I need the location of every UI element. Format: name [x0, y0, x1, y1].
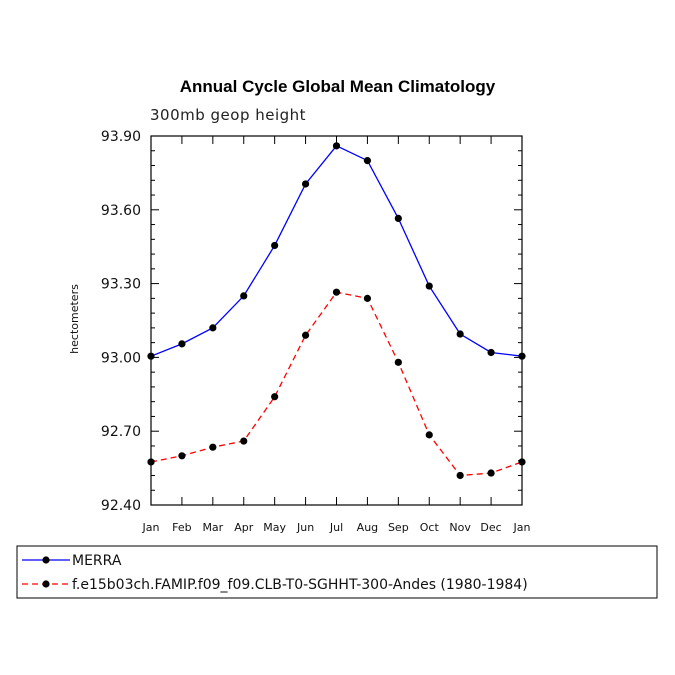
y-tick-label: 93.90 [101, 129, 141, 145]
axis-ticks: 92.40 92.70 93.00 93.30 93.60 93.90 Jan Feb Mar A… [101, 129, 531, 534]
legend-marker-model [42, 580, 50, 588]
x-tick-label: Apr [234, 521, 254, 534]
data-point-merra [147, 352, 155, 360]
plot-frame [150, 135, 523, 506]
x-tick-label: Oct [420, 521, 440, 534]
data-point-model [178, 452, 186, 460]
x-tick-label: Dec [480, 521, 501, 534]
x-tick-label: Jan [513, 521, 531, 534]
data-point-model [456, 471, 464, 480]
legend-entry-merra: MERRA [22, 553, 122, 569]
x-tick-label: Mar [202, 521, 223, 534]
data-point-merra [301, 180, 310, 188]
data-point-merra [456, 330, 464, 338]
data-point-merra [518, 352, 526, 360]
data-point-model [425, 431, 433, 439]
series-line-model [150, 291, 523, 477]
data-point-model [147, 458, 155, 466]
data-point-model [518, 458, 526, 466]
data-point-merra [271, 241, 279, 250]
x-tick-label: May [263, 521, 286, 534]
y-axis-label: hectometers [68, 284, 81, 354]
legend-marker-merra [42, 556, 50, 564]
data-point-model [363, 294, 372, 302]
data-point-merra [332, 142, 341, 150]
x-tick-label: Sep [388, 521, 409, 534]
data-point-model [394, 358, 402, 366]
data-point-model [301, 331, 310, 339]
chart-title: Annual Cycle Global Mean Climatology [180, 77, 496, 96]
legend-box [16, 545, 658, 599]
data-point-merra [425, 282, 433, 290]
series-layer [147, 142, 526, 480]
y-tick-label: 92.70 [101, 424, 141, 440]
data-point-merra [487, 348, 495, 357]
data-point-model [240, 437, 248, 445]
data-point-merra [209, 324, 217, 332]
legend-label-model: f.e15b03ch.FAMIP.f09_f09.CLB-T0-SGHHT-30… [72, 577, 528, 593]
data-point-merra [394, 214, 402, 223]
legend-entry-model: f.e15b03ch.FAMIP.f09_f09.CLB-T0-SGHHT-30… [22, 577, 528, 593]
series-line-merra [150, 145, 523, 357]
data-point-merra [363, 157, 372, 165]
legend-label-merra: MERRA [72, 553, 122, 569]
data-point-model [271, 393, 279, 401]
data-point-model [209, 443, 217, 451]
data-point-model [487, 469, 495, 477]
legend: MERRA f.e15b03ch.FAMIP.f09_f09.CLB-T0-SG… [16, 545, 658, 599]
data-point-merra [240, 292, 248, 300]
y-tick-label: 93.60 [101, 203, 141, 219]
x-tick-label: Aug [357, 521, 378, 534]
chart-subtitle: 300mb geop height [150, 106, 306, 124]
x-tick-label: Jul [329, 521, 343, 534]
x-tick-label: Feb [172, 521, 191, 534]
data-point-model [332, 288, 341, 296]
x-tick-label: Jan [142, 521, 160, 534]
y-tick-label: 92.40 [101, 498, 141, 514]
y-tick-label: 93.00 [101, 350, 141, 366]
data-point-merra [178, 340, 186, 348]
x-tick-label: Jun [296, 521, 314, 534]
y-tick-label: 93.30 [101, 277, 141, 293]
x-tick-label: Nov [449, 521, 471, 534]
